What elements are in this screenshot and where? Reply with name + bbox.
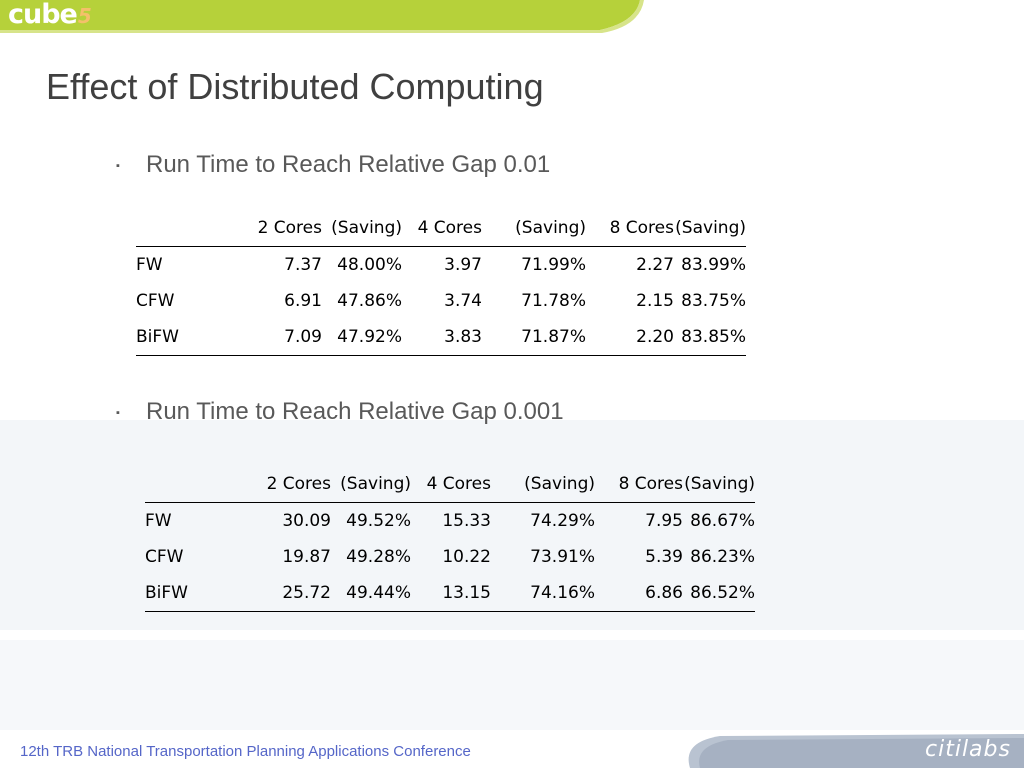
bullet-marker-icon: ▪ xyxy=(116,406,120,419)
cell-8-cores: 5.39 xyxy=(645,547,683,567)
table-row: CFW 19.87 49.28% 10.22 73.91% 5.39 86.23… xyxy=(145,539,755,575)
runtime-table-gap-001: 2 Cores (Saving) 4 Cores (Saving) 8 Core… xyxy=(136,210,746,356)
header-saving-8: (Saving) xyxy=(674,210,746,247)
slide-title: Effect of Distributed Computing xyxy=(46,66,544,107)
header-8-cores: 8 Cores xyxy=(586,210,674,247)
cell-saving-2: 49.44% xyxy=(331,575,411,612)
cell-2-cores: 7.37 xyxy=(284,255,322,275)
cell-2-cores: 6.91 xyxy=(284,291,322,311)
cell-8-cores: 7.95 xyxy=(645,511,683,531)
row-method: BiFW xyxy=(136,319,218,356)
cell-saving-8: 86.23% xyxy=(690,547,755,567)
top-banner xyxy=(0,0,644,33)
cell-saving-4: 74.16% xyxy=(491,575,595,612)
header-4-cores: 4 Cores xyxy=(411,466,491,503)
cell-4-cores: 3.74 xyxy=(444,291,482,311)
cell-saving-2: 49.28% xyxy=(346,547,411,567)
runtime-table-gap-0001: 2 Cores (Saving) 4 Cores (Saving) 8 Core… xyxy=(145,466,755,612)
cell-2-cores: 19.87 xyxy=(282,547,331,567)
cell-4-cores: 15.33 xyxy=(442,511,491,531)
header-2-cores: 2 Cores xyxy=(227,466,331,503)
cell-8-cores: 2.27 xyxy=(636,255,674,275)
row-method: CFW xyxy=(136,291,175,311)
cell-saving-8: 83.75% xyxy=(681,291,746,311)
cell-saving-8: 86.52% xyxy=(683,575,755,612)
cell-saving-8: 86.67% xyxy=(690,511,755,531)
cell-saving-4: 71.99% xyxy=(521,255,586,275)
table-row: FW 7.37 48.00% 3.97 71.99% 2.27 83.99% xyxy=(136,247,746,284)
row-method: FW xyxy=(145,511,172,531)
bullet-text: Run Time to Reach Relative Gap 0.001 xyxy=(146,398,564,425)
header-4-cores: 4 Cores xyxy=(402,210,482,247)
cell-saving-2: 47.92% xyxy=(322,319,402,356)
cell-8-cores: 6.86 xyxy=(595,575,683,612)
background-band-lower xyxy=(0,640,1024,730)
table-row: BiFW 7.09 47.92% 3.83 71.87% 2.20 83.85% xyxy=(136,319,746,356)
cell-saving-4: 71.87% xyxy=(482,319,586,356)
cell-2-cores: 7.09 xyxy=(218,319,322,356)
bullet-marker-icon: ▪ xyxy=(116,159,120,172)
table-row: BiFW 25.72 49.44% 13.15 74.16% 6.86 86.5… xyxy=(145,575,755,612)
cell-2-cores: 30.09 xyxy=(282,511,331,531)
cell-saving-2: 48.00% xyxy=(337,255,402,275)
cell-saving-2: 49.52% xyxy=(346,511,411,531)
header-empty xyxy=(136,210,218,247)
cell-saving-2: 47.86% xyxy=(337,291,402,311)
header-empty xyxy=(145,466,227,503)
row-method: CFW xyxy=(145,547,184,567)
cell-4-cores: 13.15 xyxy=(411,575,491,612)
table-header-row: 2 Cores (Saving) 4 Cores (Saving) 8 Core… xyxy=(145,466,755,503)
header-2-cores: 2 Cores xyxy=(218,210,322,247)
bottom-banner xyxy=(688,734,1024,768)
header-saving-2: (Saving) xyxy=(322,210,402,247)
cell-saving-4: 71.78% xyxy=(521,291,586,311)
header-8-cores: 8 Cores xyxy=(595,466,683,503)
row-method: BiFW xyxy=(145,575,227,612)
cell-4-cores: 3.97 xyxy=(444,255,482,275)
cell-4-cores: 10.22 xyxy=(442,547,491,567)
cell-2-cores: 25.72 xyxy=(227,575,331,612)
row-method: FW xyxy=(136,255,163,275)
table-row: FW 30.09 49.52% 15.33 74.29% 7.95 86.67% xyxy=(145,503,755,540)
table-row: CFW 6.91 47.86% 3.74 71.78% 2.15 83.75% xyxy=(136,283,746,319)
cell-8-cores: 2.15 xyxy=(636,291,674,311)
cell-saving-4: 73.91% xyxy=(530,547,595,567)
bullet-gap-001: ▪ Run Time to Reach Relative Gap 0.01 xyxy=(116,151,550,179)
cube-logo: cube5 xyxy=(8,0,92,30)
header-saving-8: (Saving) xyxy=(683,466,755,503)
cell-4-cores: 3.83 xyxy=(402,319,482,356)
header-saving-2: (Saving) xyxy=(331,466,411,503)
footer-conference: 12th TRB National Transportation Plannin… xyxy=(20,743,471,760)
cell-saving-8: 83.99% xyxy=(681,255,746,275)
cell-saving-4: 74.29% xyxy=(530,511,595,531)
bullet-text: Run Time to Reach Relative Gap 0.01 xyxy=(146,151,551,178)
bullet-gap-0001: ▪ Run Time to Reach Relative Gap 0.001 xyxy=(116,398,564,426)
citilabs-logo: citilabs xyxy=(925,737,1011,762)
cell-saving-8: 83.85% xyxy=(674,319,746,356)
header-saving-4: (Saving) xyxy=(491,466,595,503)
table-header-row: 2 Cores (Saving) 4 Cores (Saving) 8 Core… xyxy=(136,210,746,247)
cell-8-cores: 2.20 xyxy=(586,319,674,356)
header-saving-4: (Saving) xyxy=(482,210,586,247)
